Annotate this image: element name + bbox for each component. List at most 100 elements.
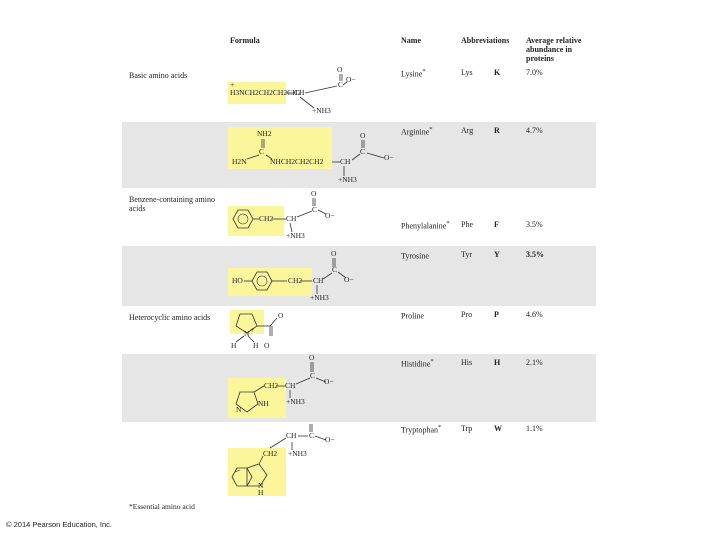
pro-o-top: O: [278, 311, 284, 320]
arg-c: C: [259, 147, 265, 156]
backbone-nh3: +NH3: [312, 106, 331, 115]
arg-chain: NHCH2CH2CH2: [270, 157, 324, 166]
name-tyrosine: Tyrosine: [401, 251, 429, 261]
abundance-histidine: 2.1%: [526, 358, 543, 367]
tyr-ho: HO: [232, 276, 243, 285]
phe-ch2: CH2: [259, 214, 274, 223]
abbr1-lysine: K: [494, 68, 501, 77]
backbone-o: O: [360, 131, 366, 140]
abundance-proline: 4.6%: [526, 310, 543, 319]
header-abundance: Average relative abundance in proteins: [526, 36, 582, 63]
category-benzene: Benzene-containing amino acids: [129, 195, 215, 213]
abundance-tryptophan: 1.1%: [526, 424, 543, 433]
abbr3-histidine: His: [461, 358, 473, 367]
name-histidine: Histidine*: [401, 358, 434, 369]
abbr1-histidine: H: [494, 358, 501, 367]
backbone-o-minus: O−: [346, 75, 356, 84]
abbr3-tyrosine: Tyr: [461, 250, 472, 259]
side-chain-highlight: [228, 127, 332, 169]
arginine-bonds: [246, 139, 385, 176]
name-phenylalanine: Phenylalanine*: [401, 220, 450, 231]
pro-plus: +: [250, 325, 255, 334]
his-n: N: [236, 405, 242, 414]
backbone-nh3: +NH3: [338, 175, 357, 184]
category-basic: Basic amino acids: [129, 71, 188, 80]
abbr3-arginine: Arg: [461, 126, 474, 135]
arg-nh2: NH2: [257, 129, 272, 138]
his-bonds: [235, 362, 327, 413]
abbr3-proline: Pro: [461, 310, 473, 319]
backbone-c: C: [338, 80, 344, 89]
tyr-ch2: CH2: [288, 276, 303, 285]
abbr3-lysine: Lys: [461, 68, 473, 77]
backbone-o-minus: O−: [325, 211, 335, 220]
backbone-ch: CH: [286, 431, 297, 440]
table-row-tyrosine: HO CH2 CH O C O− +NH3 Tyrosine Tyr Y 3.5…: [122, 246, 596, 306]
table-row-arginine: NH2 C H2N NHCH2CH2CH2 CH O C O− +NH3 Arg…: [122, 122, 596, 188]
backbone-o: O: [331, 249, 337, 258]
amino-acid-table: Formula Name Abbreviations Average relat…: [122, 30, 596, 511]
table-row-histidine: CH2 N NH CH O C O− +NH3 Histidine* His H…: [122, 354, 596, 422]
lysine-side-chain: H3NCH2CH2CH2CH2: [230, 88, 302, 97]
table-row-lysine: Basic amino acids + H3NCH2CH2CH2CH2 CH O…: [122, 64, 596, 122]
backbone-nh3: +NH3: [286, 231, 305, 240]
table-row-tryptophan: CH2 N H CH C O− +NH3 Tryptophan* Trp W 1…: [122, 422, 596, 502]
side-chain-highlight: [228, 268, 312, 296]
abundance-arginine: 4.7%: [526, 126, 543, 135]
his-nh: NH: [258, 399, 269, 408]
backbone-ch: CH: [294, 88, 305, 97]
category-heterocyclic: Heterocyclic amino acids: [129, 313, 211, 322]
name-tryptophan: Tryptophan*: [401, 424, 442, 435]
backbone-c: C: [309, 431, 315, 440]
backbone-nh3: +NH3: [286, 397, 305, 406]
backbone-o-minus: O−: [324, 377, 334, 386]
trp-bonds: [231, 424, 327, 487]
abbr1-tryptophan: W: [494, 424, 502, 433]
side-chain-highlight: [228, 82, 286, 104]
abundance-phenylalanine: 3.5%: [526, 220, 543, 229]
backbone-nh3: +NH3: [288, 449, 307, 458]
abbr1-phenylalanine: F: [494, 220, 499, 229]
name-lysine: Lysine*: [401, 68, 426, 79]
footnote: *Essential amino acid: [129, 502, 195, 511]
trp-h: H: [258, 488, 264, 497]
backbone-ch: CH: [313, 276, 324, 285]
header-name: Name: [401, 36, 421, 45]
pro-h-left: H: [231, 341, 237, 350]
backbone-o-minus: O−: [384, 153, 394, 162]
backbone-c: C: [310, 371, 316, 380]
backbone-ch: CH: [340, 157, 351, 166]
lysine-plus: +: [230, 80, 235, 89]
trp-ch2: CH2: [263, 449, 278, 458]
lysine-bonds: [286, 74, 348, 109]
table-row-phenylalanine: Benzene-containing amino acids CH2 CH O …: [122, 188, 596, 246]
copyright: © 2014 Pearson Education, Inc.: [6, 520, 113, 529]
abbr3-phenylalanine: Phe: [461, 220, 473, 229]
backbone-ch: CH: [286, 214, 297, 223]
backbone-c: C: [360, 147, 366, 156]
backbone-nh3: +NH3: [310, 293, 329, 302]
pro-h-right: H: [253, 341, 259, 350]
backbone-o: O: [311, 189, 317, 198]
backbone-c: C: [312, 205, 318, 214]
trp-n: N: [258, 481, 264, 490]
pro-o-bottom: O: [264, 341, 270, 350]
backbone-ch: CH: [285, 381, 296, 390]
name-proline: Proline: [401, 311, 425, 321]
abundance-tyrosine: 3.5%: [526, 250, 544, 259]
header-abbreviations: Abbreviations: [461, 36, 510, 45]
abbr3-tryptophan: Trp: [461, 424, 473, 433]
header-formula: Formula: [230, 36, 260, 45]
backbone-o-minus: O−: [325, 435, 335, 444]
his-ch2: CH2: [264, 381, 279, 390]
backbone-c: C: [332, 265, 338, 274]
abundance-lysine: 7.0%: [526, 68, 543, 77]
table-row-proline: Heterocyclic amino acids N + H H O O Pro…: [122, 306, 596, 354]
backbone-o-minus: O−: [344, 275, 354, 284]
abbr1-arginine: R: [494, 126, 500, 135]
pro-n: N: [244, 329, 250, 338]
arg-h2n: H2N: [232, 157, 247, 166]
backbone-o: O: [309, 353, 315, 362]
abbr1-proline: P: [494, 310, 499, 319]
phe-bonds: [232, 198, 327, 233]
